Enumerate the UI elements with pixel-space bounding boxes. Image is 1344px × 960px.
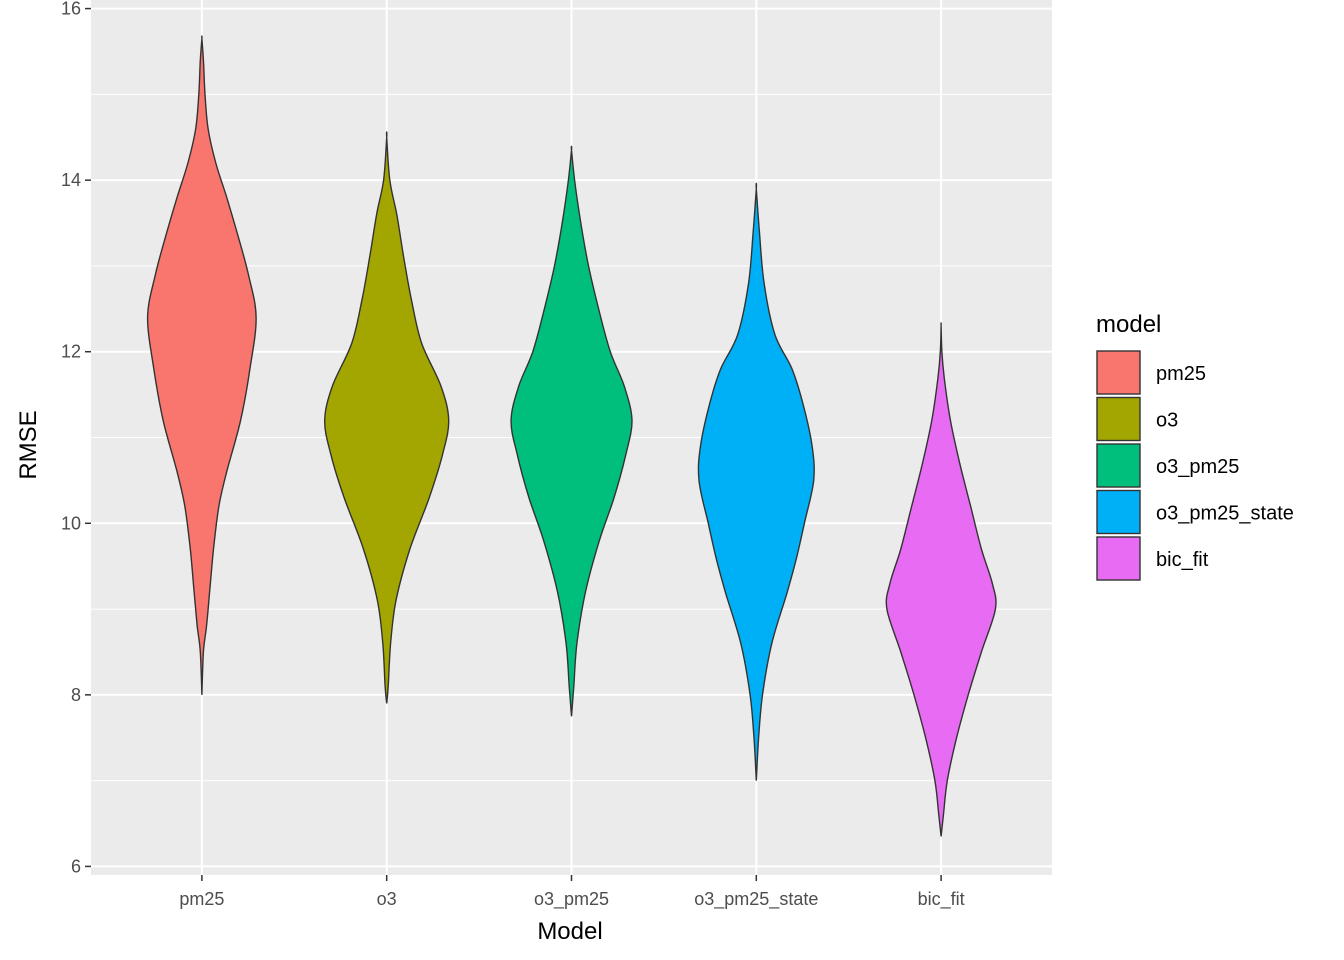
x-tick-label: bic_fit — [918, 889, 965, 910]
legend-label: pm25 — [1156, 363, 1206, 385]
violin-o3 — [323, 131, 450, 704]
legend: model pm25 o3 o3_pm25 o3_pm25_state bic_fit — [1096, 311, 1294, 581]
legend-label: o3_pm25 — [1156, 456, 1239, 478]
x-tick-label: o3 — [377, 889, 397, 909]
legend-title: model — [1096, 311, 1161, 338]
legend-key-bic_fit — [1096, 536, 1141, 581]
x-tick-label: o3_pm25 — [534, 889, 609, 910]
y-tick-label: 16 — [61, 0, 81, 19]
legend-key-o3_pm25 — [1096, 443, 1141, 488]
y-tick-label: 6 — [71, 856, 81, 876]
violin-o3_pm25_state — [697, 182, 815, 781]
x-tick-label: pm25 — [179, 889, 224, 909]
violin-o3_pm25 — [510, 145, 633, 717]
legend-key-pm25 — [1096, 350, 1141, 395]
x-axis: pm25 o3 o3_pm25 o3_pm25_state bic_fit — [179, 875, 965, 910]
legend-label: o3 — [1156, 410, 1178, 432]
y-tick-label: 8 — [71, 685, 81, 705]
x-tick-label: o3_pm25_state — [694, 889, 818, 910]
y-axis-title: RMSE — [15, 410, 42, 479]
y-tick-label: 14 — [61, 170, 81, 190]
legend-key-o3_pm25_state — [1096, 489, 1141, 535]
violin-series — [146, 35, 997, 837]
y-tick-label: 10 — [61, 513, 81, 533]
legend-label: o3_pm25_state — [1156, 503, 1294, 525]
violin-bic_fit — [885, 322, 997, 837]
legend-key-o3 — [1096, 396, 1141, 442]
violin-pm25 — [146, 35, 257, 695]
y-tick-label: 12 — [61, 342, 81, 362]
legend-label: bic_fit — [1156, 549, 1209, 571]
y-axis: 6 8 10 12 14 16 — [61, 0, 91, 876]
x-axis-title: Model — [537, 918, 602, 945]
